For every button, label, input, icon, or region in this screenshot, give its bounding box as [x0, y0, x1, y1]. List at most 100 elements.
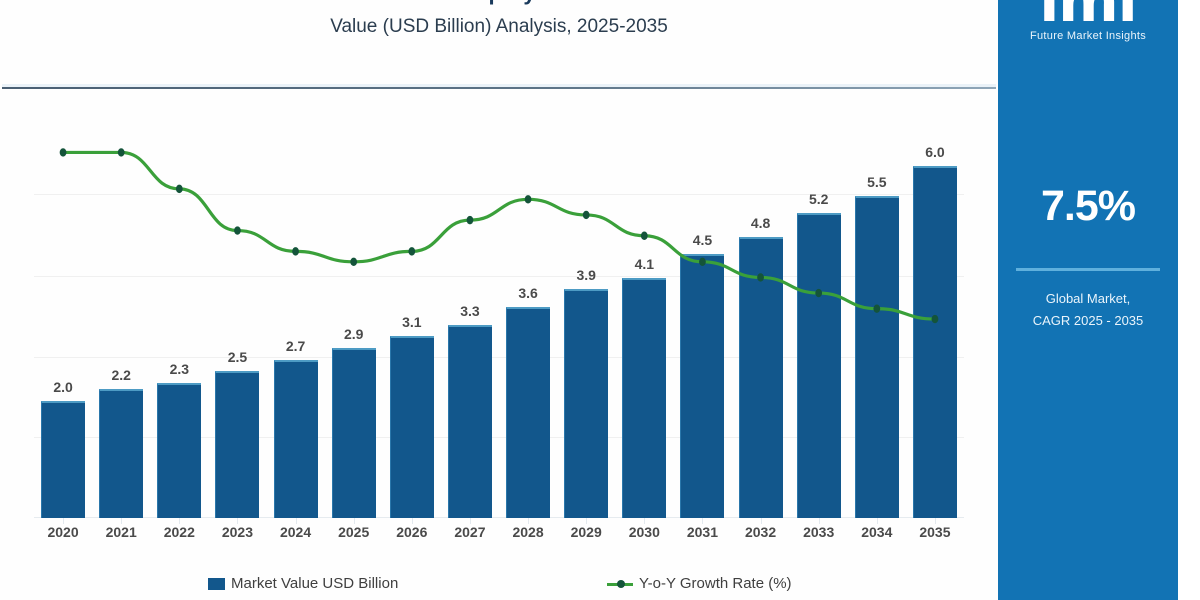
legend-label-growth-rate: Y-o-Y Growth Rate (%) — [639, 575, 792, 592]
x-axis-tick-label: 2032 — [744, 524, 777, 540]
cagr-value: 7.5% — [1040, 182, 1136, 230]
x-axis-tick-label: 2031 — [686, 524, 719, 540]
x-axis-tick-label: 2030 — [628, 524, 660, 540]
growth-rate-marker — [524, 195, 532, 204]
bar-value-label: 5.2 — [808, 191, 829, 208]
bar — [447, 324, 492, 518]
chart-legend: Market Value USD Billion Y-o-Y Growth Ra… — [0, 575, 998, 600]
legend-item-market-value: Market Value USD Billion — [208, 575, 398, 592]
bar-slot — [499, 96, 557, 518]
x-axis-tickmark — [876, 518, 878, 524]
growth-rate-marker — [815, 288, 823, 298]
bar-value-label: 4.1 — [634, 255, 655, 272]
logo-tagline: Future Market Insights — [1029, 30, 1147, 42]
bar — [506, 307, 550, 518]
growth-rate-line-series — [59, 148, 939, 324]
bar-value-label: 2.0 — [53, 378, 73, 395]
x-axis-tickmark — [353, 518, 355, 524]
bar-slot — [732, 96, 790, 518]
bar — [680, 254, 725, 518]
bar-slot — [906, 96, 964, 518]
x-axis-tick-label: 2025 — [338, 524, 370, 540]
bar — [273, 359, 318, 518]
gridline — [34, 276, 964, 278]
brand-logo: imi Future Market Insights — [998, 0, 1178, 42]
page-title: Electronic Nasal Spray Devices Market — [0, 0, 998, 8]
growth-rate-marker — [757, 273, 764, 282]
legend-label-market-value: Market Value USD Billion — [231, 575, 399, 592]
gridline — [34, 356, 964, 358]
x-axis-tickmark — [295, 518, 297, 524]
x-axis-tickmark — [934, 518, 936, 524]
x-axis-tick-label: 2033 — [803, 524, 835, 540]
bar-value-label: 6.0 — [925, 144, 945, 161]
growth-rate-marker — [699, 257, 706, 266]
x-axis-tickmark — [528, 518, 530, 524]
bar-slot — [325, 96, 383, 518]
legend-item-growth-rate: Y-o-Y Growth Rate (%) — [607, 575, 792, 592]
x-axis-tick-label: 2028 — [512, 524, 544, 540]
gridline — [34, 517, 964, 518]
x-axis-tick-label: 2020 — [47, 524, 79, 540]
x-axis-tickmark — [702, 518, 704, 524]
panel-divider — [1016, 268, 1160, 271]
x-axis-tick-label: 2023 — [221, 524, 254, 540]
growth-rate-marker — [292, 247, 299, 256]
cagr-caption-line1: Global Market, — [1045, 291, 1131, 306]
bar-slot — [615, 96, 673, 518]
bar-value-label: 3.9 — [576, 267, 596, 284]
bar-value-label: 3.6 — [518, 285, 538, 301]
bar — [912, 166, 957, 518]
growth-rate-line — [61, 150, 937, 321]
bar — [796, 213, 841, 518]
growth-rate-marker — [582, 210, 590, 220]
title-divider — [2, 87, 996, 89]
growth-rate-marker — [640, 231, 648, 240]
x-axis-tick-label: 2024 — [279, 524, 312, 540]
x-axis-tickmark — [179, 518, 181, 524]
x-axis-tickmark — [411, 518, 413, 524]
panel-right-margin — [1178, 0, 1200, 600]
x-axis-tick-label: 2027 — [454, 524, 486, 540]
cagr-caption-line2: CAGR 2025 - 2035 — [1032, 313, 1144, 328]
page-subtitle: Value (USD Billion) Analysis, 2025-2035 — [330, 16, 668, 37]
bar-legend-swatch-icon — [208, 577, 225, 590]
bar — [157, 383, 202, 518]
growth-rate-marker — [931, 314, 939, 324]
x-axis-tickmark — [237, 518, 239, 524]
growth-rate-marker — [59, 148, 67, 157]
bar-value-label: 4.5 — [692, 232, 713, 249]
bar-slot — [92, 96, 150, 518]
x-axis-tick-label: 2035 — [919, 524, 951, 540]
growth-rate-marker — [175, 184, 183, 194]
bar-slot — [383, 96, 441, 518]
bar-value-label: 5.5 — [867, 173, 887, 190]
x-axis-tick-label: 2029 — [570, 524, 602, 540]
chart-title-block: Electronic Nasal Spray Devices Market Va… — [0, 0, 998, 42]
x-axis-tick-label: 2026 — [396, 524, 428, 540]
x-axis-tick-label: 2021 — [105, 524, 137, 540]
growth-rate-marker — [408, 247, 416, 256]
x-axis-tickmark — [818, 518, 820, 524]
bar-series: 2.0 2.2 2.3 2.5 2.7 2.9 3.1 3.3 3.6 3.9 4.1 4.5 4.8 5… — [34, 96, 964, 518]
x-axis-tickmark — [63, 518, 65, 524]
bar-value-label: 2.9 — [343, 326, 364, 343]
x-axis-tick-label: 2022 — [163, 524, 195, 540]
bar-slot — [673, 96, 731, 518]
bar — [99, 389, 144, 518]
x-axis-tickmark — [121, 518, 123, 524]
gridline — [34, 194, 964, 196]
bar-slot — [557, 96, 615, 518]
growth-rate-marker — [234, 226, 241, 235]
bar-slot — [208, 96, 266, 518]
bar-slot — [441, 96, 499, 518]
growth-rate-marker — [350, 257, 358, 266]
bar — [389, 336, 434, 518]
bar-value-label: 3.1 — [402, 314, 422, 331]
bar-value-label: 2.7 — [285, 337, 306, 354]
logo-wordmark: imi — [1039, 0, 1137, 35]
bar-value-label: 2.2 — [111, 367, 131, 384]
bar — [41, 400, 85, 518]
bar — [215, 371, 260, 518]
